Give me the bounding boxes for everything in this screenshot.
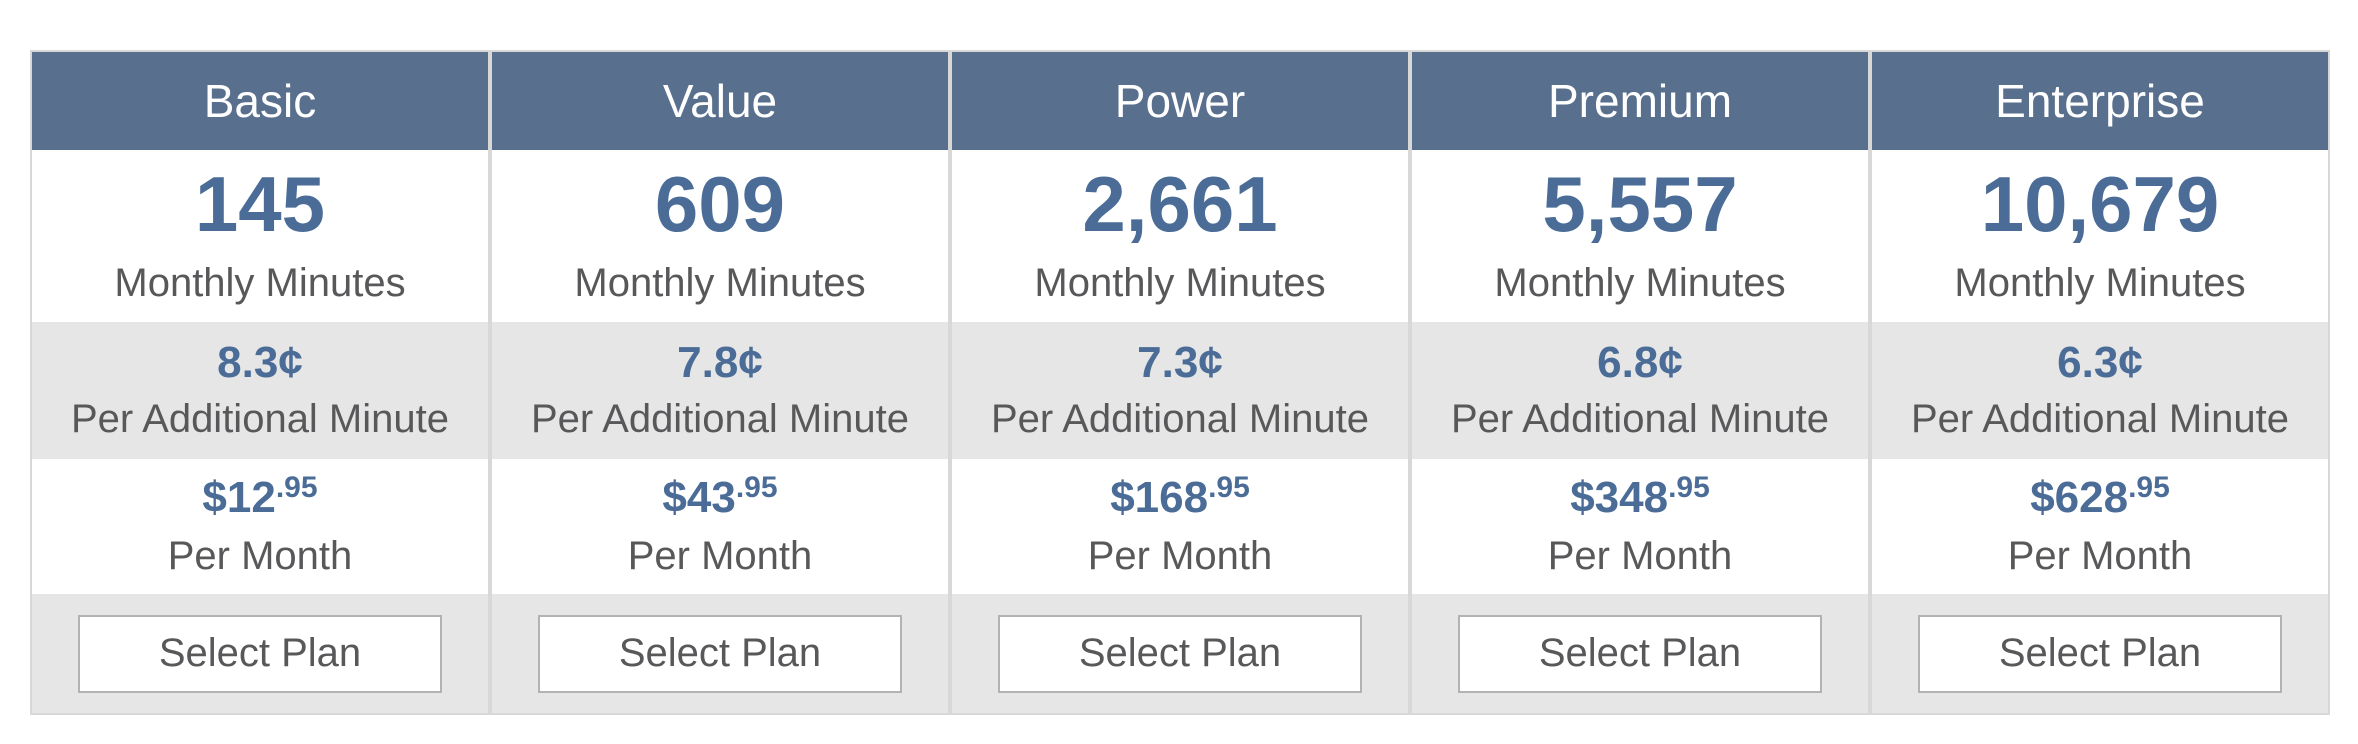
additional-rate-value: 8.3¢ bbox=[217, 338, 303, 388]
additional-rate-value: 6.8¢ bbox=[1597, 338, 1683, 388]
plan-column-power: Power 2,661 Monthly Minutes 7.3¢ Per Add… bbox=[952, 52, 1408, 713]
plan-header: Enterprise bbox=[1872, 52, 2328, 150]
monthly-minutes-row: 5,557 Monthly Minutes bbox=[1412, 150, 1868, 322]
plan-name: Enterprise bbox=[1995, 75, 2205, 127]
monthly-minutes-label: Monthly Minutes bbox=[1954, 261, 2246, 305]
additional-rate-label: Per Additional Minute bbox=[990, 396, 1369, 441]
plan-name: Power bbox=[1114, 75, 1246, 127]
monthly-minutes-label: Monthly Minutes bbox=[1034, 261, 1326, 305]
additional-rate-label: Per Additional Minute bbox=[1910, 396, 2289, 441]
price-label: Per Month bbox=[1087, 533, 1273, 578]
plan-column-premium: Premium 5,557 Monthly Minutes 6.8¢ Per A… bbox=[1412, 52, 1868, 713]
price-label: Per Month bbox=[167, 533, 353, 578]
price-value: $168.95 bbox=[1110, 471, 1250, 524]
plan-column-value: Value 609 Monthly Minutes 7.8¢ Per Addit… bbox=[492, 52, 948, 713]
select-plan-button-basic[interactable]: Select Plan bbox=[77, 614, 443, 693]
plan-header: Value bbox=[492, 52, 948, 150]
price-value: $348.95 bbox=[1570, 471, 1710, 524]
price-row: $43.95 Per Month bbox=[492, 459, 948, 594]
monthly-minutes-row: 10,679 Monthly Minutes bbox=[1872, 150, 2328, 322]
price-dollars: $12 bbox=[202, 473, 276, 523]
price-cents: .95 bbox=[1208, 471, 1250, 505]
price-dollars: $43 bbox=[662, 473, 736, 523]
plan-column-basic: Basic 145 Monthly Minutes 8.3¢ Per Addit… bbox=[32, 52, 488, 713]
monthly-minutes-row: 609 Monthly Minutes bbox=[492, 150, 948, 322]
additional-rate-value: 7.8¢ bbox=[677, 338, 763, 388]
price-value: $43.95 bbox=[662, 471, 778, 524]
plan-name: Basic bbox=[203, 75, 317, 127]
price-dollars: $348 bbox=[1570, 473, 1669, 523]
price-row: $348.95 Per Month bbox=[1412, 459, 1868, 594]
price-dollars: $628 bbox=[2030, 473, 2129, 523]
button-row: Select Plan bbox=[1872, 594, 2328, 713]
monthly-minutes-value: 2,661 bbox=[1082, 160, 1278, 248]
additional-rate-row: 6.3¢ Per Additional Minute bbox=[1872, 322, 2328, 459]
monthly-minutes-label: Monthly Minutes bbox=[1494, 261, 1786, 305]
monthly-minutes-value: 10,679 bbox=[1980, 160, 2220, 248]
monthly-minutes-label: Monthly Minutes bbox=[114, 261, 406, 305]
button-row: Select Plan bbox=[492, 594, 948, 713]
additional-rate-value: 7.3¢ bbox=[1137, 338, 1223, 388]
plan-header: Power bbox=[952, 52, 1408, 150]
additional-rate-row: 7.8¢ Per Additional Minute bbox=[492, 322, 948, 459]
additional-rate-row: 7.3¢ Per Additional Minute bbox=[952, 322, 1408, 459]
plan-name: Value bbox=[662, 75, 778, 127]
plan-header: Premium bbox=[1412, 52, 1868, 150]
button-row: Select Plan bbox=[32, 594, 488, 713]
additional-rate-row: 8.3¢ Per Additional Minute bbox=[32, 322, 488, 459]
monthly-minutes-row: 145 Monthly Minutes bbox=[32, 150, 488, 322]
price-cents: .95 bbox=[2128, 471, 2170, 505]
additional-rate-row: 6.8¢ Per Additional Minute bbox=[1412, 322, 1868, 459]
select-plan-button-power[interactable]: Select Plan bbox=[997, 614, 1363, 693]
plan-name: Premium bbox=[1547, 75, 1733, 127]
price-row: $628.95 Per Month bbox=[1872, 459, 2328, 594]
additional-rate-label: Per Additional Minute bbox=[70, 396, 449, 441]
additional-rate-value: 6.3¢ bbox=[2057, 338, 2143, 388]
monthly-minutes-value: 609 bbox=[654, 160, 786, 248]
pricing-table: Basic 145 Monthly Minutes 8.3¢ Per Addit… bbox=[30, 50, 2330, 715]
additional-rate-label: Per Additional Minute bbox=[1450, 396, 1829, 441]
select-plan-button-premium[interactable]: Select Plan bbox=[1457, 614, 1823, 693]
price-value: $12.95 bbox=[202, 471, 318, 524]
button-row: Select Plan bbox=[952, 594, 1408, 713]
price-cents: .95 bbox=[275, 471, 318, 505]
price-row: $12.95 Per Month bbox=[32, 459, 488, 594]
button-row: Select Plan bbox=[1412, 594, 1868, 713]
price-label: Per Month bbox=[1547, 533, 1733, 578]
price-cents: .95 bbox=[735, 471, 778, 505]
select-plan-button-enterprise[interactable]: Select Plan bbox=[1917, 614, 2283, 693]
monthly-minutes-value: 145 bbox=[194, 160, 326, 248]
monthly-minutes-value: 5,557 bbox=[1542, 160, 1738, 248]
price-label: Per Month bbox=[627, 533, 813, 578]
price-row: $168.95 Per Month bbox=[952, 459, 1408, 594]
price-value: $628.95 bbox=[2030, 471, 2170, 524]
monthly-minutes-row: 2,661 Monthly Minutes bbox=[952, 150, 1408, 322]
plan-header: Basic bbox=[32, 52, 488, 150]
price-label: Per Month bbox=[2007, 533, 2193, 578]
select-plan-button-value[interactable]: Select Plan bbox=[537, 614, 903, 693]
additional-rate-label: Per Additional Minute bbox=[530, 396, 909, 441]
price-dollars: $168 bbox=[1110, 473, 1209, 523]
plan-column-enterprise: Enterprise 10,679 Monthly Minutes 6.3¢ P… bbox=[1872, 52, 2328, 713]
monthly-minutes-label: Monthly Minutes bbox=[574, 261, 866, 305]
price-cents: .95 bbox=[1668, 471, 1710, 505]
